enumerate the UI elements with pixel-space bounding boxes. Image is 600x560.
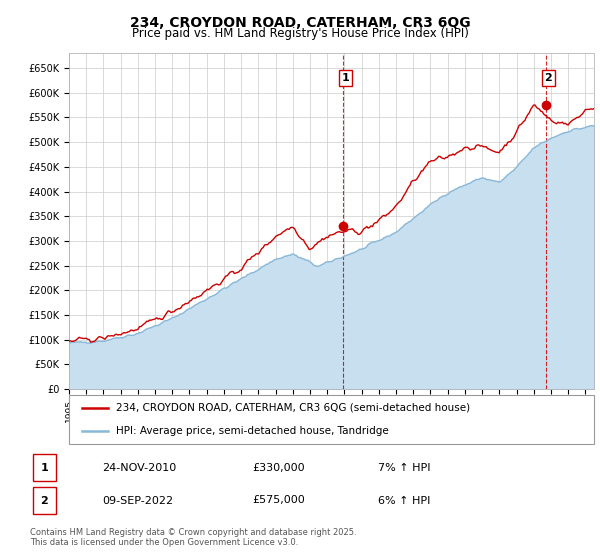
Text: 24-NOV-2010: 24-NOV-2010 xyxy=(102,463,176,473)
Text: 6% ↑ HPI: 6% ↑ HPI xyxy=(378,496,430,506)
Text: HPI: Average price, semi-detached house, Tandridge: HPI: Average price, semi-detached house,… xyxy=(116,426,389,436)
Text: £575,000: £575,000 xyxy=(252,496,305,506)
Text: 1: 1 xyxy=(41,463,48,473)
Text: 1: 1 xyxy=(341,73,349,83)
FancyBboxPatch shape xyxy=(33,454,56,481)
FancyBboxPatch shape xyxy=(33,487,56,514)
Text: 234, CROYDON ROAD, CATERHAM, CR3 6QG: 234, CROYDON ROAD, CATERHAM, CR3 6QG xyxy=(130,16,470,30)
Text: 2: 2 xyxy=(41,496,48,506)
Text: 09-SEP-2022: 09-SEP-2022 xyxy=(102,496,173,506)
Text: 234, CROYDON ROAD, CATERHAM, CR3 6QG (semi-detached house): 234, CROYDON ROAD, CATERHAM, CR3 6QG (se… xyxy=(116,403,470,413)
Text: 2: 2 xyxy=(545,73,552,83)
Text: Price paid vs. HM Land Registry's House Price Index (HPI): Price paid vs. HM Land Registry's House … xyxy=(131,27,469,40)
Text: £330,000: £330,000 xyxy=(252,463,305,473)
FancyBboxPatch shape xyxy=(69,395,594,444)
Text: 7% ↑ HPI: 7% ↑ HPI xyxy=(378,463,431,473)
Text: Contains HM Land Registry data © Crown copyright and database right 2025.
This d: Contains HM Land Registry data © Crown c… xyxy=(30,528,356,547)
